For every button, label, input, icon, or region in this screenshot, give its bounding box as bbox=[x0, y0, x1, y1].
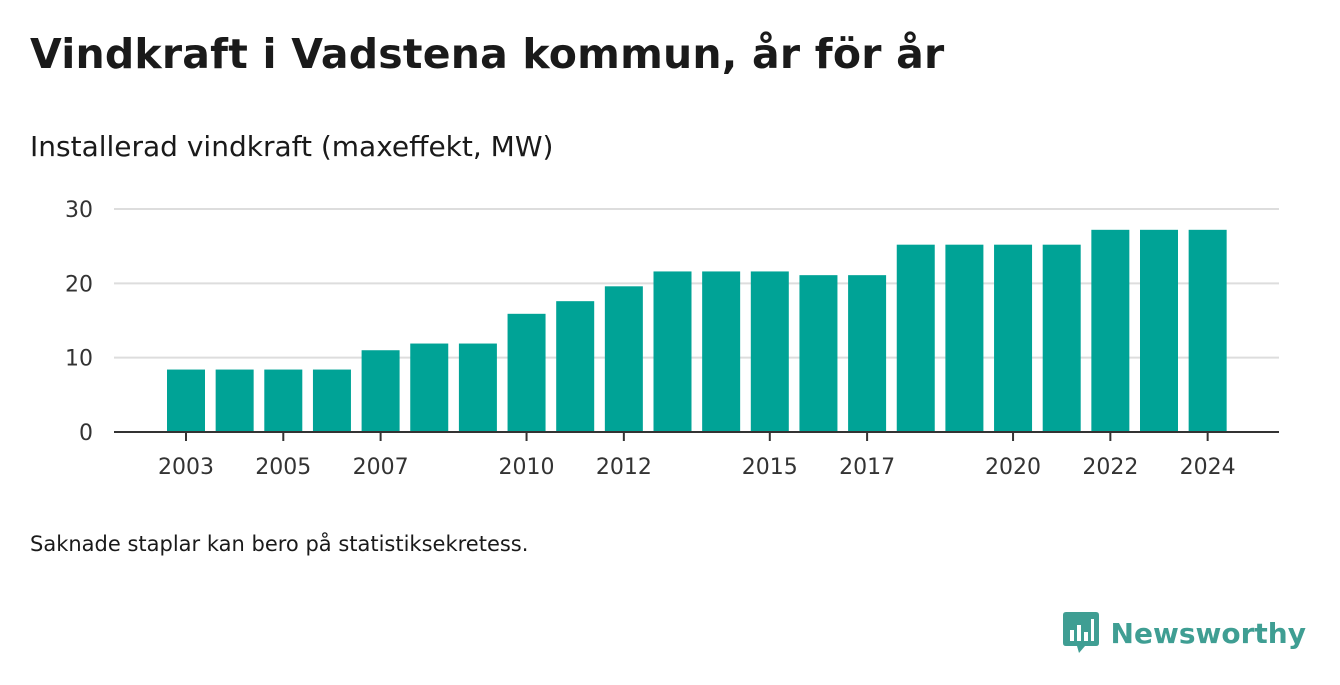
y-tick-label: 30 bbox=[65, 198, 93, 223]
bar bbox=[556, 301, 595, 432]
bar bbox=[604, 286, 643, 432]
bar bbox=[1042, 244, 1081, 432]
bar bbox=[848, 275, 887, 432]
bar bbox=[945, 244, 984, 432]
x-tick-label: 2010 bbox=[499, 455, 555, 480]
x-tick-label: 2022 bbox=[1082, 455, 1138, 480]
x-tick-label: 2003 bbox=[158, 455, 214, 480]
y-tick-label: 0 bbox=[79, 421, 93, 446]
bar-chart: 0 10 20 30 2003 2005 2007 2010 2012 2015 2017 2020… bbox=[65, 198, 1279, 480]
bar bbox=[264, 369, 303, 432]
bar bbox=[410, 343, 449, 432]
chart-title: Vindkraft i Vadstena kommun, år för år bbox=[30, 30, 945, 78]
x-axis bbox=[114, 431, 1279, 441]
x-tick-label: 2020 bbox=[985, 455, 1041, 480]
y-axis-labels: 0 10 20 30 bbox=[65, 198, 93, 446]
x-tick-label: 2012 bbox=[596, 455, 652, 480]
bar bbox=[312, 369, 351, 432]
x-axis-labels: 2003 2005 2007 2010 2012 2015 2017 2020 2022 2024 bbox=[158, 455, 1236, 480]
x-tick-label: 2007 bbox=[353, 455, 409, 480]
newsworthy-logo-icon bbox=[1062, 612, 1099, 653]
footnote: Saknade staplar kan bero på statistiksek… bbox=[30, 532, 529, 556]
brand-logo[interactable]: Newsworthy bbox=[1062, 612, 1306, 654]
x-tick-label: 2024 bbox=[1180, 455, 1236, 480]
chart-subtitle: Installerad vindkraft (maxeffekt, MW) bbox=[30, 130, 554, 163]
y-tick-label: 10 bbox=[65, 347, 93, 372]
bar bbox=[896, 244, 935, 432]
bar bbox=[507, 313, 546, 432]
bar bbox=[1140, 229, 1178, 432]
bar bbox=[1188, 229, 1227, 432]
bar-series bbox=[167, 229, 1227, 432]
x-tick-label: 2015 bbox=[742, 455, 798, 480]
bar bbox=[750, 271, 789, 432]
bar bbox=[994, 244, 1033, 432]
bar bbox=[361, 350, 400, 432]
brand-name: Newsworthy bbox=[1110, 616, 1306, 650]
x-tick-label: 2005 bbox=[255, 455, 311, 480]
bar bbox=[653, 271, 692, 432]
y-tick-label: 20 bbox=[65, 272, 93, 297]
bar bbox=[215, 369, 254, 432]
bar bbox=[702, 271, 741, 432]
bar bbox=[799, 275, 838, 432]
bar bbox=[458, 343, 497, 432]
x-tick-label: 2017 bbox=[839, 455, 895, 480]
bar bbox=[167, 369, 205, 432]
bar bbox=[1091, 229, 1130, 432]
grid-lines bbox=[114, 208, 1279, 359]
